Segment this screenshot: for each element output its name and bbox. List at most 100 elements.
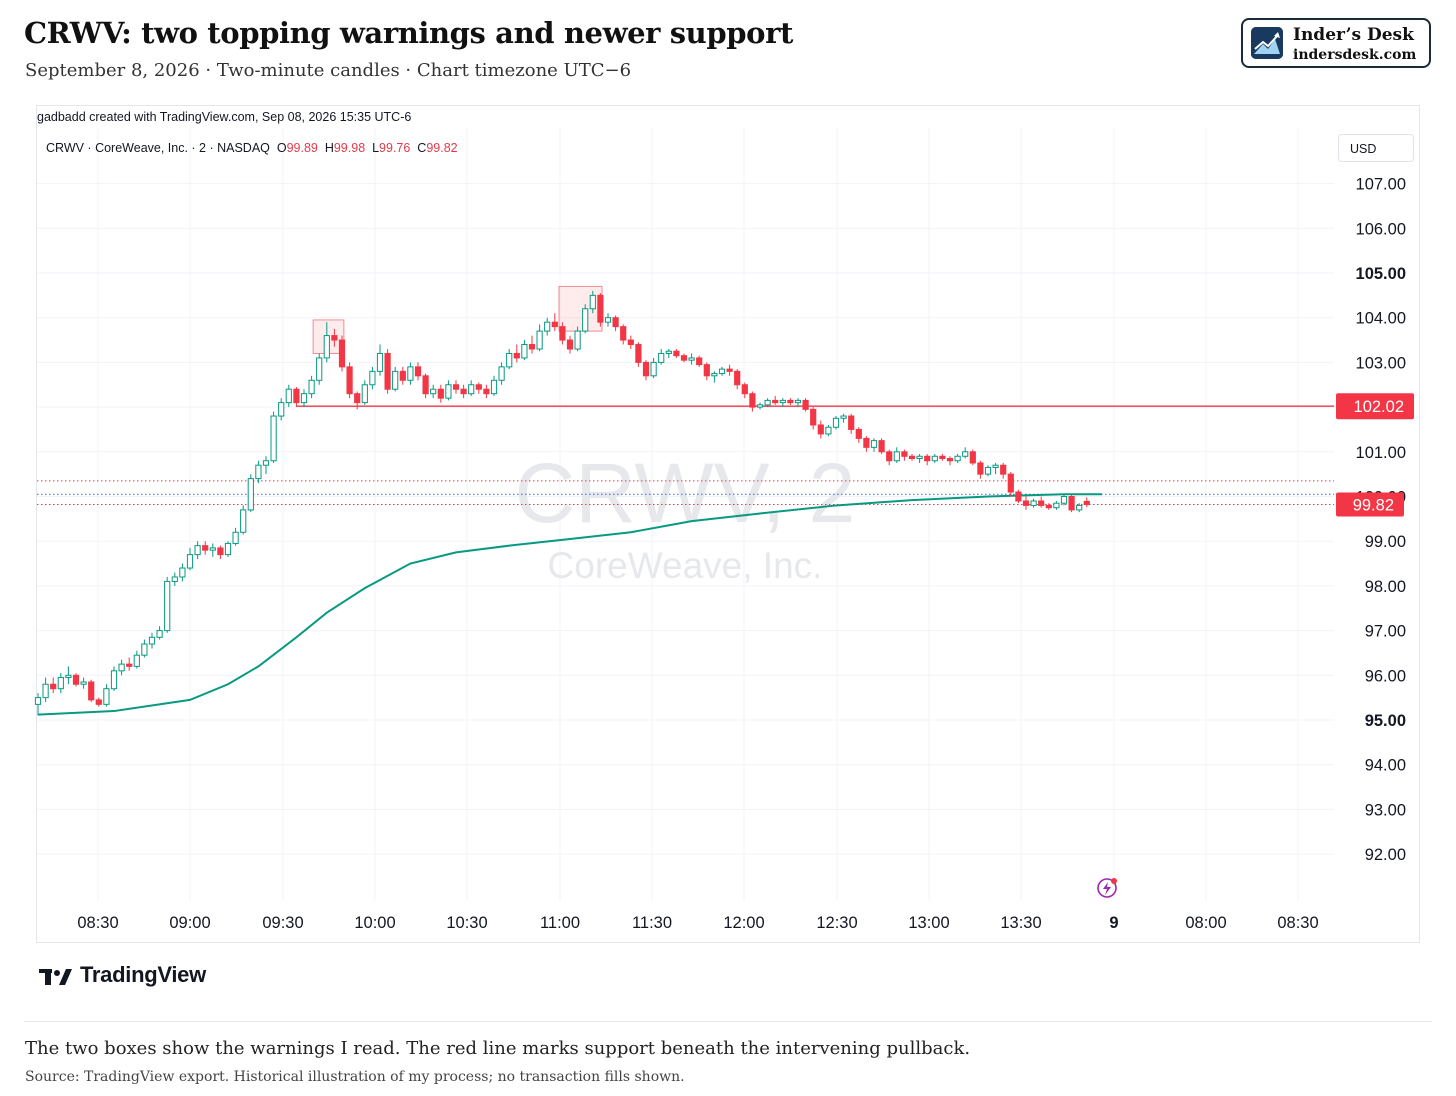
candle[interactable] xyxy=(528,335,536,354)
candle[interactable] xyxy=(635,342,642,367)
candle[interactable] xyxy=(992,462,999,475)
candle[interactable] xyxy=(468,380,475,396)
candle[interactable] xyxy=(1076,503,1083,513)
candle[interactable] xyxy=(1022,496,1030,510)
candle[interactable] xyxy=(300,389,308,408)
candle[interactable] xyxy=(42,677,49,703)
candle[interactable] xyxy=(34,693,42,716)
candle[interactable] xyxy=(475,382,482,394)
candle[interactable] xyxy=(802,398,809,412)
candle[interactable] xyxy=(513,344,520,363)
candle[interactable] xyxy=(506,348,513,370)
candle[interactable] xyxy=(445,380,452,401)
candle[interactable] xyxy=(88,679,95,703)
candle[interactable] xyxy=(407,362,414,385)
candle[interactable] xyxy=(718,366,726,376)
candle[interactable] xyxy=(794,398,802,408)
candle[interactable] xyxy=(1060,494,1068,506)
candle[interactable] xyxy=(984,465,992,477)
candle[interactable] xyxy=(741,382,748,399)
candle[interactable] xyxy=(946,456,954,466)
candle[interactable] xyxy=(931,454,938,463)
candle[interactable] xyxy=(734,369,741,390)
candle[interactable] xyxy=(490,375,498,396)
candle[interactable] xyxy=(832,416,840,430)
candle[interactable] xyxy=(665,348,672,358)
candle[interactable] xyxy=(627,335,634,349)
candle[interactable] xyxy=(392,366,399,392)
candle[interactable] xyxy=(354,391,361,410)
candle[interactable] xyxy=(460,384,467,399)
candle[interactable] xyxy=(316,353,323,385)
candle[interactable] xyxy=(285,384,292,408)
candle[interactable] xyxy=(422,373,429,399)
candle[interactable] xyxy=(924,454,931,466)
candle[interactable] xyxy=(1083,497,1090,508)
candle[interactable] xyxy=(156,626,163,640)
candle[interactable] xyxy=(278,398,285,421)
candle[interactable] xyxy=(962,447,969,459)
candle[interactable] xyxy=(939,454,946,461)
candle[interactable] xyxy=(164,576,171,633)
candle[interactable] xyxy=(1053,500,1060,510)
candle[interactable] xyxy=(726,364,733,376)
candle[interactable] xyxy=(703,362,710,381)
candle[interactable] xyxy=(551,313,558,332)
candle[interactable] xyxy=(612,315,619,332)
candle[interactable] xyxy=(133,650,140,669)
candle[interactable] xyxy=(566,335,574,354)
candle[interactable] xyxy=(232,527,239,546)
candle[interactable] xyxy=(141,639,148,658)
candle[interactable] xyxy=(642,360,650,381)
candle[interactable] xyxy=(604,313,612,327)
candle[interactable] xyxy=(977,460,984,479)
candle[interactable] xyxy=(1015,489,1022,504)
candle[interactable] xyxy=(95,697,102,707)
candle[interactable] xyxy=(870,438,878,452)
candle[interactable] xyxy=(658,348,665,365)
candle[interactable] xyxy=(536,324,543,352)
candle[interactable] xyxy=(1030,498,1037,508)
candle[interactable] xyxy=(346,362,353,399)
candle[interactable] xyxy=(437,384,444,403)
candle[interactable] xyxy=(148,632,156,649)
candle[interactable] xyxy=(878,438,885,455)
candle[interactable] xyxy=(194,541,201,560)
candle[interactable] xyxy=(544,317,551,336)
candle[interactable] xyxy=(171,572,178,586)
currency-button[interactable]: USD xyxy=(1338,134,1414,162)
candle[interactable] xyxy=(224,541,232,557)
candle[interactable] xyxy=(217,545,224,560)
candle[interactable] xyxy=(186,547,194,571)
candle[interactable] xyxy=(414,362,422,381)
candle[interactable] xyxy=(308,375,315,399)
candle[interactable] xyxy=(103,684,110,707)
candle[interactable] xyxy=(118,659,125,676)
candle[interactable] xyxy=(863,436,870,452)
candle[interactable] xyxy=(376,344,384,376)
candle[interactable] xyxy=(361,380,368,405)
candle[interactable] xyxy=(1038,496,1045,508)
candle[interactable] xyxy=(810,407,817,430)
candle[interactable] xyxy=(620,324,627,345)
candle[interactable] xyxy=(338,335,346,372)
candle[interactable] xyxy=(772,395,779,405)
candle[interactable] xyxy=(756,402,764,410)
candle[interactable] xyxy=(179,563,186,582)
candle[interactable] xyxy=(787,398,794,405)
candle[interactable] xyxy=(908,454,916,461)
candle[interactable] xyxy=(209,543,216,557)
candle[interactable] xyxy=(840,413,847,423)
candle[interactable] xyxy=(270,411,277,463)
candle[interactable] xyxy=(589,290,596,314)
candle[interactable] xyxy=(521,340,528,361)
candle[interactable] xyxy=(498,362,505,385)
candle[interactable] xyxy=(817,420,824,439)
candle[interactable] xyxy=(886,449,893,466)
candle[interactable] xyxy=(650,357,657,379)
candle[interactable] xyxy=(57,673,64,694)
candle[interactable] xyxy=(384,348,391,394)
candle[interactable] xyxy=(110,666,118,691)
candle[interactable] xyxy=(893,447,900,463)
